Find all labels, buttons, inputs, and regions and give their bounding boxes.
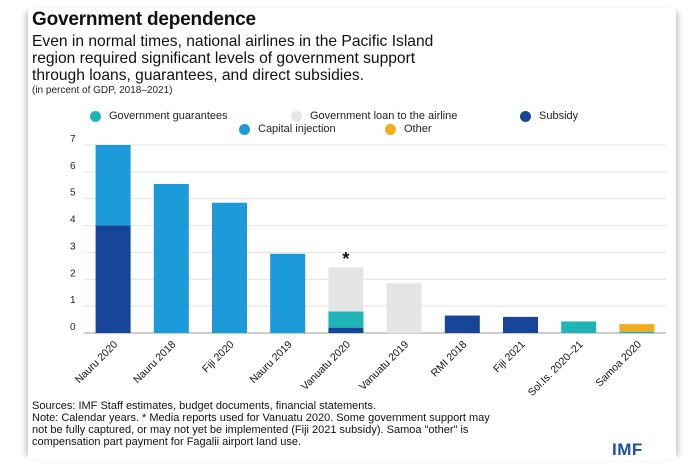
- chart-footer: Sources: IMF Staff estimates, budget doc…: [32, 400, 632, 448]
- bar-capital-injection: [153, 183, 189, 333]
- y-tick-label: 3: [70, 241, 76, 252]
- imf-logo: IMF: [612, 440, 643, 459]
- y-tick-label: 7: [70, 134, 76, 145]
- legend-label: Government loan to the airline: [310, 110, 458, 122]
- legend-swatch: [385, 123, 396, 135]
- bar-subsidy: [328, 327, 364, 333]
- subtitle-line: region required significant levels of go…: [32, 50, 416, 67]
- bar-government-guarantees: [619, 331, 655, 333]
- legend-label: Capital injection: [258, 123, 336, 135]
- bar-capital-injection: [95, 145, 131, 226]
- legend-label: Subsidy: [539, 110, 579, 122]
- y-tick-label: 5: [70, 188, 76, 199]
- chart-title: Government dependence: [32, 9, 256, 30]
- x-tick-label: Vanuatu 2020: [299, 339, 353, 393]
- legend-capital-injection: Capital injection: [239, 123, 336, 135]
- legend-swatch: [291, 110, 302, 122]
- footer-note: not be fully captured, or may not yet be…: [32, 424, 469, 436]
- x-tick-label: Nauru 2019: [248, 339, 295, 386]
- bar-capital-injection: [212, 202, 247, 333]
- legend-government-guarantees: Government guarantees: [90, 110, 228, 122]
- y-tick-label: 6: [70, 161, 76, 172]
- legend-swatch: [239, 123, 250, 135]
- bar-capital-injection: [270, 253, 306, 333]
- chart-subtitle: Even in normal times, national airlines …: [32, 33, 632, 84]
- bar-annotation: *: [342, 249, 349, 269]
- bar-government-loan-to-the-airline: [386, 283, 422, 333]
- bar-government-guarantees: [328, 311, 364, 328]
- footer-note: Note: Calendar years. * Media reports us…: [32, 412, 490, 424]
- legend-label: Government guarantees: [109, 110, 228, 122]
- bar-subsidy: [444, 315, 480, 333]
- x-tick-label: Vanuatu 2019: [357, 339, 411, 393]
- x-tick-label: Fiji 2021: [491, 339, 528, 376]
- y-tick-label: 1: [70, 295, 76, 306]
- y-tick-label: 2: [70, 268, 76, 279]
- footer-sources: Sources: IMF Staff estimates, budget doc…: [32, 400, 377, 412]
- x-tick-label: Sol.Is. 2020–21: [526, 339, 586, 399]
- legend-swatch: [520, 110, 531, 122]
- subtitle-line: through loans, guarantees, and direct su…: [32, 67, 365, 84]
- figure-card: [28, 8, 676, 460]
- subtitle-line: Even in normal times, national airlines …: [32, 33, 434, 50]
- bar-subsidy: [503, 316, 538, 333]
- x-tick-label: Nauru 2018: [131, 339, 178, 386]
- legend-government-loan: Government loan to the airline: [291, 110, 457, 122]
- x-tick-label: Fiji 2020: [200, 339, 237, 376]
- units-label: (in percent of GDP, 2018–2021): [32, 85, 173, 96]
- y-tick-label: 4: [70, 215, 76, 226]
- footer-note: compensation part payment for Fagalii ai…: [32, 436, 302, 448]
- legend-swatch: [90, 110, 101, 122]
- legend-subsidy: Subsidy: [520, 110, 578, 122]
- legend-label: Other: [404, 123, 432, 135]
- x-tick-label: Nauru 2020: [73, 339, 120, 386]
- legend-other: Other: [385, 123, 432, 135]
- bar-government-guarantees: [561, 321, 597, 333]
- bar-subsidy: [95, 225, 131, 333]
- bar-government-loan-to-the-airline: [328, 267, 364, 312]
- x-tick-label: Samoa 2020: [593, 339, 644, 390]
- bar-other: [619, 324, 655, 332]
- x-tick-label: RMI 2018: [429, 339, 470, 380]
- y-tick-label: 0: [70, 322, 76, 333]
